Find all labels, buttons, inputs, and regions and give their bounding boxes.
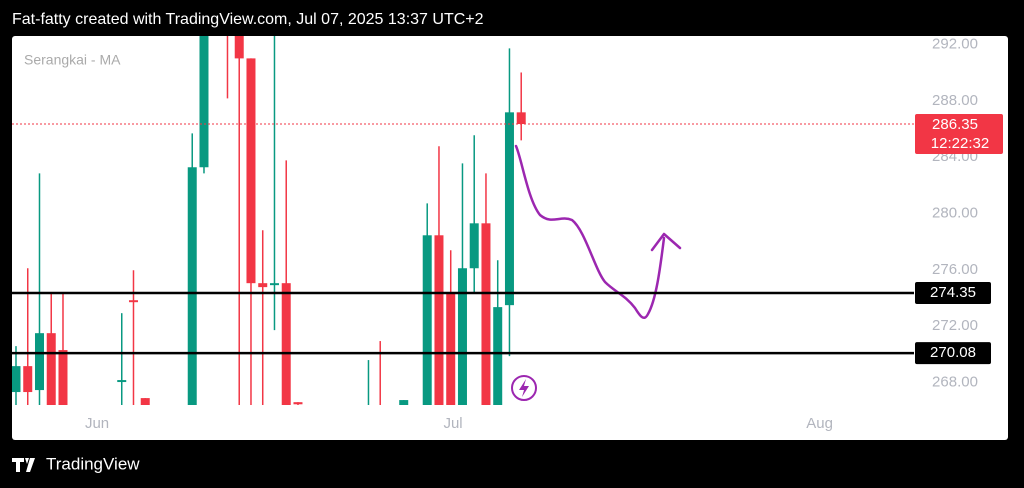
candle-body (246, 58, 256, 284)
y-tick-label: 276.00 (932, 261, 978, 278)
countdown: 12:22:32 (931, 135, 989, 152)
candle-body (504, 112, 514, 306)
level-label: 274.35 (930, 284, 976, 301)
y-tick-label: 280.00 (932, 204, 978, 221)
candle-body (516, 112, 526, 125)
candle-body (457, 268, 467, 405)
candle-body (258, 283, 268, 288)
drawing (514, 144, 682, 319)
candle-body (12, 366, 21, 393)
x-tick-label: Aug (806, 415, 833, 432)
y-tick-label: 288.00 (932, 92, 978, 109)
candle-body (234, 36, 244, 59)
level-label-box (915, 282, 991, 305)
candle-body (128, 300, 138, 303)
candle-body (117, 380, 127, 383)
last-price-box (915, 114, 1003, 155)
brand: TradingView (46, 454, 140, 473)
candle-body (434, 235, 444, 405)
candle-body (399, 400, 409, 405)
y-tick-label: 268.00 (932, 373, 978, 390)
candle-body (58, 350, 68, 405)
candle-body (281, 283, 291, 405)
y-tick-label: 272.00 (932, 317, 978, 334)
candle-body (481, 223, 491, 405)
event-icon[interactable] (511, 375, 537, 401)
level-label-box (915, 342, 991, 365)
header: Fat-fatty created with TradingView.com, … (12, 11, 484, 28)
last-price-label: 286.35 (932, 116, 978, 133)
candle-body (269, 283, 279, 286)
candle-body (140, 398, 150, 405)
level-label: 270.08 (930, 344, 976, 361)
candle-body (293, 402, 303, 405)
x-tick-label: Jun (85, 415, 109, 432)
candle-body (187, 167, 197, 405)
candle-body (493, 307, 503, 405)
chart-title: Serangkai - MA (24, 52, 121, 68)
candle-body (422, 235, 432, 405)
brand-logo (12, 458, 35, 472)
candle-body (446, 292, 456, 405)
candle-body (34, 333, 44, 391)
candle-body (23, 366, 33, 393)
candle-body (469, 223, 479, 269)
candle-body (199, 36, 209, 168)
plot (12, 36, 526, 405)
x-tick-label: Jul (443, 415, 462, 432)
candle-body (46, 333, 56, 405)
y-tick-label: 292.00 (932, 35, 978, 52)
